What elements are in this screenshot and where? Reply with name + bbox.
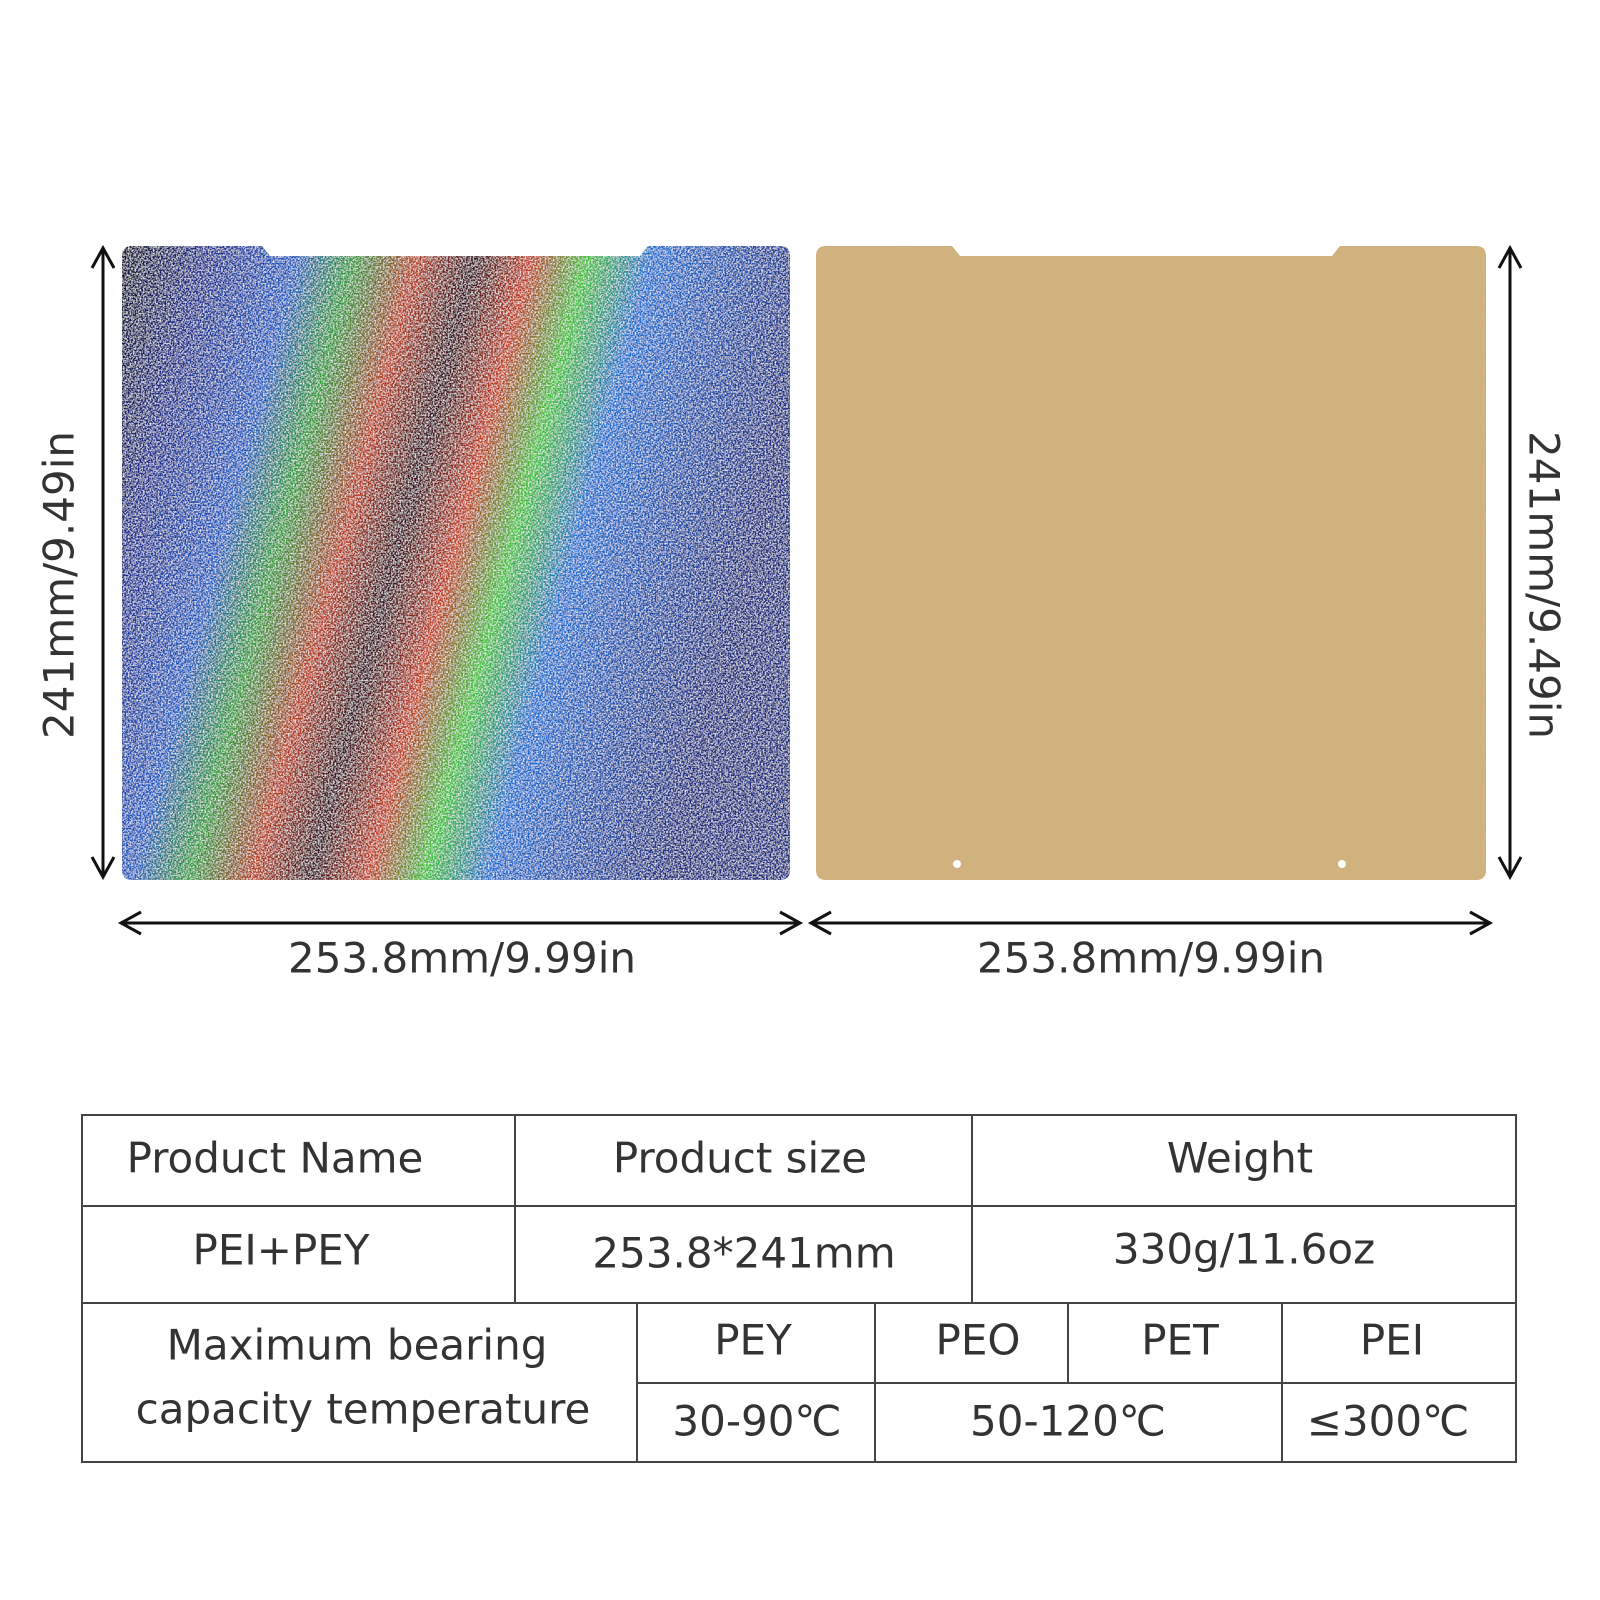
material: PEI (1360, 1316, 1424, 1365)
gold-plate (816, 246, 1486, 880)
table: Product Name Product size Weight PEI+PEY… (127, 1134, 1470, 1446)
table-grid (81, 1114, 1517, 1463)
width-label: 253.8mm/9.99in (977, 934, 1325, 983)
temperature-label: Maximum bearing (167, 1321, 548, 1370)
header-cell: Product size (613, 1134, 867, 1183)
hole (1338, 860, 1346, 868)
hole (953, 860, 961, 868)
cell: PEI+PEY (193, 1226, 370, 1275)
material: PEY (714, 1316, 792, 1365)
material: PEO (936, 1316, 1021, 1365)
material: PET (1141, 1316, 1219, 1365)
width-label: 253.8mm/9.99in (288, 934, 636, 983)
dimension-arrows (90, 244, 1523, 936)
cell: 330g/11.6oz (1113, 1225, 1375, 1274)
temperature-range: 50-120℃ (970, 1397, 1166, 1446)
temperature-range: ≤300℃ (1307, 1397, 1470, 1446)
header-cell: Weight (1167, 1134, 1313, 1183)
temperature-range: 30-90℃ (672, 1397, 841, 1446)
holographic-plate (122, 246, 790, 880)
cell: 253.8*241mm (592, 1229, 895, 1278)
header-cell: Product Name (127, 1134, 424, 1183)
height-label: 241mm/9.49in (35, 431, 84, 739)
temperature-label: capacity temperature (136, 1385, 591, 1434)
height-label: 241mm/9.49in (1520, 431, 1569, 739)
